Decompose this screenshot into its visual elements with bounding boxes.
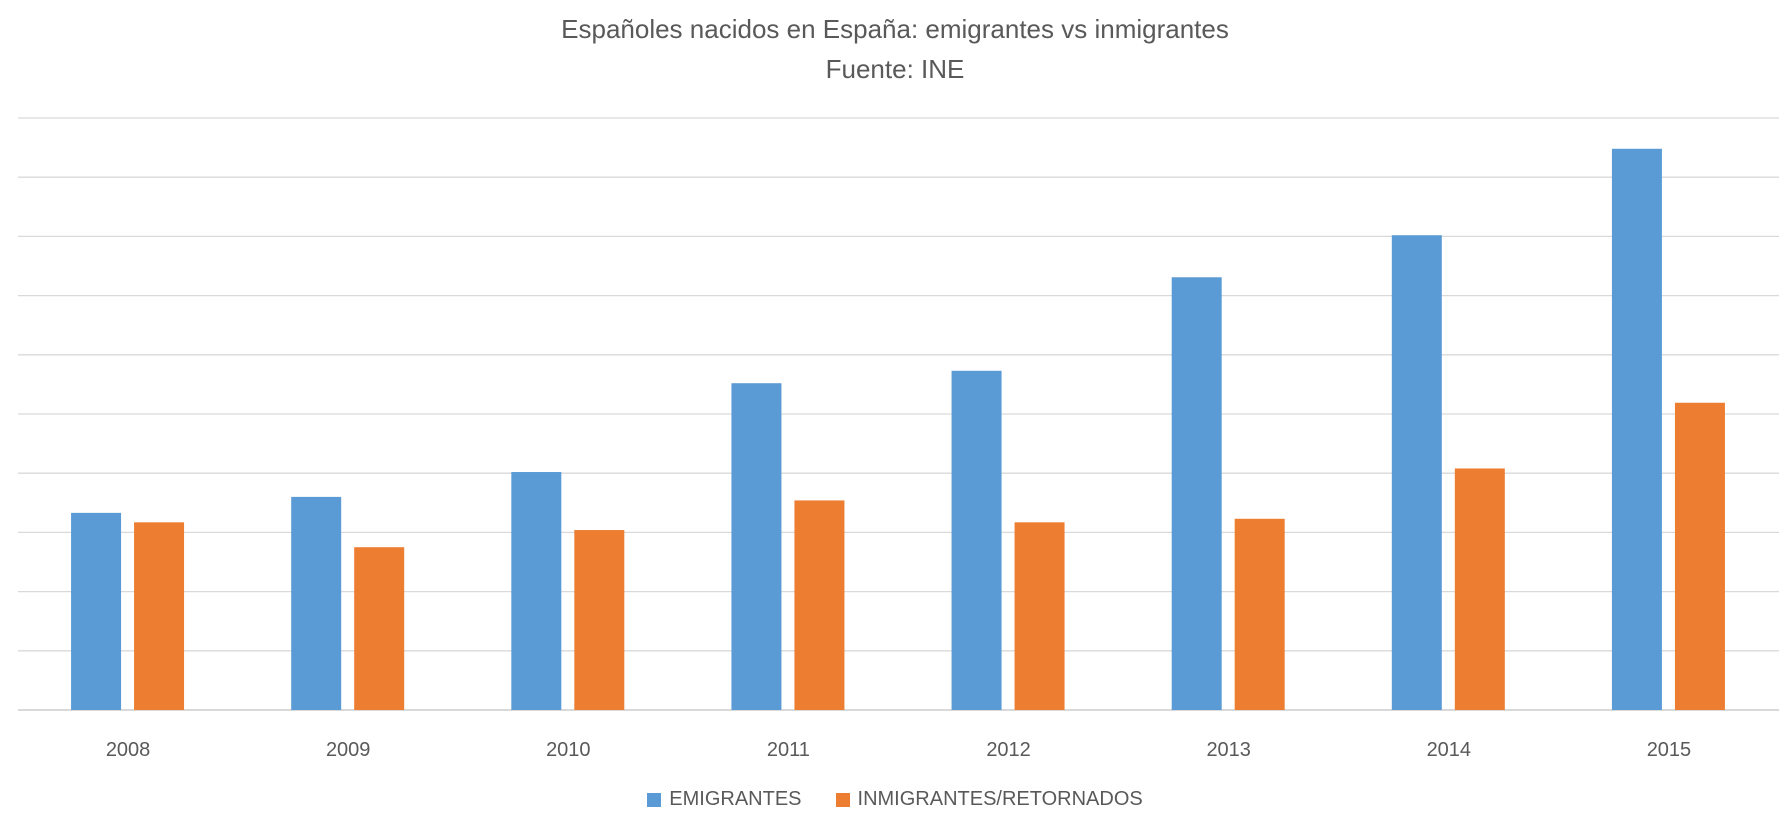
- chart-title: Españoles nacidos en España: emigrantes …: [561, 14, 1229, 44]
- x-tick-label: 2008: [106, 739, 151, 761]
- x-tick-label: 2011: [767, 739, 810, 761]
- x-tick-label: 2010: [546, 739, 591, 761]
- bar-inmigrantes-2010: [574, 530, 625, 710]
- bar-inmigrantes-2013: [1234, 518, 1285, 710]
- legend: EMIGRANTES INMIGRANTES/RETORNADOS: [0, 788, 1790, 811]
- x-tick-label: 2009: [326, 739, 371, 761]
- bar-inmigrantes-2014: [1454, 468, 1505, 710]
- chart-subtitle: Fuente: INE: [825, 54, 965, 84]
- x-tick-label: 2012: [986, 739, 1031, 761]
- bar-inmigrantes-2011: [794, 500, 845, 710]
- bar-inmigrantes-2008: [134, 522, 185, 710]
- x-tick-label: 2014: [1427, 739, 1472, 761]
- bar-inmigrantes-2012: [1014, 522, 1065, 710]
- bar-emigrantes-2011: [731, 383, 782, 710]
- legend-swatch-emigrantes: [647, 792, 662, 807]
- x-tick-label: 2013: [1206, 739, 1251, 761]
- bar-inmigrantes-2009: [354, 547, 405, 710]
- bar-emigrantes-2014: [1391, 235, 1442, 710]
- bar-inmigrantes-2015: [1674, 402, 1725, 710]
- bar-emigrantes-2012: [951, 370, 1002, 710]
- bar-emigrantes-2015: [1611, 148, 1662, 710]
- bar-emigrantes-2009: [291, 496, 342, 710]
- legend-label: INMIGRANTES/RETORNADOS: [857, 788, 1143, 810]
- bar-emigrantes-2010: [511, 472, 562, 710]
- x-tick-label: 2015: [1647, 739, 1692, 761]
- legend-item-emigrantes: EMIGRANTES: [647, 788, 802, 811]
- legend-label: EMIGRANTES: [669, 788, 802, 810]
- bar-emigrantes-2013: [1171, 277, 1222, 710]
- legend-swatch-inmigrantes: [835, 792, 850, 807]
- bar-emigrantes-2008: [71, 512, 122, 710]
- legend-item-inmigrantes: INMIGRANTES/RETORNADOS: [835, 788, 1143, 811]
